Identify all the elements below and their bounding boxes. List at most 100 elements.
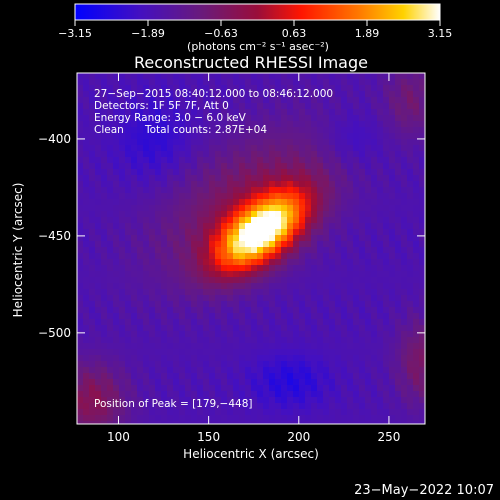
heatmap-cell: [347, 133, 354, 140]
heatmap-cell: [173, 115, 180, 122]
heatmap-cell: [101, 415, 108, 422]
heatmap-cell: [407, 403, 414, 410]
heatmap-cell: [269, 163, 276, 170]
heatmap-cell: [263, 109, 270, 116]
heatmap-cell: [395, 283, 402, 290]
heatmap-cell: [215, 73, 222, 80]
heatmap-cell: [299, 97, 306, 104]
heatmap-cell: [395, 349, 402, 356]
heatmap-cell: [269, 205, 276, 212]
heatmap-cell: [359, 187, 366, 194]
heatmap-cell: [359, 151, 366, 158]
heatmap-cell: [167, 367, 174, 374]
heatmap-cell: [347, 97, 354, 104]
heatmap-cell: [377, 259, 384, 266]
heatmap-cell: [365, 223, 372, 230]
heatmap-cell: [335, 187, 342, 194]
heatmap-cell: [413, 169, 420, 176]
heatmap-cell: [419, 79, 425, 86]
heatmap-cell: [263, 271, 270, 278]
heatmap-cell: [383, 379, 390, 386]
heatmap-cell: [299, 127, 306, 134]
heatmap-cell: [167, 235, 174, 242]
heatmap-cell: [173, 337, 180, 344]
heatmap-cell: [413, 373, 420, 380]
heatmap-cell: [185, 187, 192, 194]
heatmap-cell: [239, 301, 246, 308]
heatmap-cell: [257, 409, 264, 416]
heatmap-cell: [317, 385, 324, 392]
heatmap-cell: [383, 133, 390, 140]
heatmap-cell: [161, 97, 168, 104]
heatmap-cell: [155, 169, 162, 176]
heatmap-cell: [419, 319, 425, 326]
heatmap-cell: [107, 157, 114, 164]
heatmap-cell: [377, 397, 384, 404]
heatmap-cell: [221, 385, 228, 392]
heatmap-cell: [143, 151, 150, 158]
heatmap-cell: [317, 193, 324, 200]
heatmap-cell: [341, 187, 348, 194]
heatmap-cell: [275, 193, 282, 200]
heatmap-cell: [413, 379, 420, 386]
heatmap-cell: [101, 133, 108, 140]
heatmap-cell: [371, 115, 378, 122]
heatmap-cell: [161, 91, 168, 98]
heatmap-cell: [371, 397, 378, 404]
heatmap-cell: [281, 115, 288, 122]
heatmap-cell: [95, 115, 102, 122]
heatmap-cell: [89, 145, 96, 152]
heatmap-cell: [83, 361, 90, 368]
heatmap-cell: [377, 403, 384, 410]
heatmap-cell: [395, 169, 402, 176]
heatmap-cell: [95, 127, 102, 134]
heatmap-cell: [215, 145, 222, 152]
heatmap-cell: [311, 409, 318, 416]
heatmap-cell: [143, 91, 150, 98]
heatmap-cell: [371, 73, 378, 80]
heatmap-cell: [221, 337, 228, 344]
heatmap-cell: [143, 211, 150, 218]
heatmap-cell: [167, 151, 174, 158]
heatmap-cell: [329, 319, 336, 326]
heatmap-cell: [263, 373, 270, 380]
heatmap-cell: [149, 217, 156, 224]
heatmap-cell: [113, 223, 120, 230]
heatmap-cell: [227, 115, 234, 122]
heatmap-cell: [317, 151, 324, 158]
heatmap-cell: [209, 415, 216, 422]
heatmap-cell: [221, 403, 228, 410]
heatmap-cell: [347, 343, 354, 350]
heatmap-cell: [161, 109, 168, 116]
heatmap-cell: [197, 205, 204, 212]
heatmap-cell: [203, 145, 210, 152]
heatmap-cell: [317, 379, 324, 386]
heatmap-cell: [269, 319, 276, 326]
heatmap-cell: [143, 295, 150, 302]
heatmap-cell: [173, 187, 180, 194]
heatmap-cell: [77, 115, 84, 122]
heatmap-cell: [365, 139, 372, 146]
heatmap-cell: [395, 259, 402, 266]
heatmap-cell: [329, 145, 336, 152]
heatmap-cell: [305, 367, 312, 374]
heatmap-cell: [149, 91, 156, 98]
heatmap-cell: [149, 109, 156, 116]
heatmap-cell: [185, 169, 192, 176]
heatmap-cell: [77, 85, 84, 92]
heatmap-cell: [233, 103, 240, 110]
heatmap-cell: [335, 319, 342, 326]
heatmap-cell: [101, 175, 108, 182]
heatmap-cell: [251, 205, 258, 212]
heatmap-cell: [353, 211, 360, 218]
heatmap-cell: [263, 151, 270, 158]
heatmap-cell: [293, 313, 300, 320]
heatmap-cell: [335, 289, 342, 296]
heatmap-cell: [281, 85, 288, 92]
heatmap-cell: [137, 103, 144, 110]
heatmap-cell: [125, 397, 132, 404]
heatmap-cell: [137, 109, 144, 116]
heatmap-cell: [83, 223, 90, 230]
heatmap-cell: [419, 187, 425, 194]
heatmap-cell: [125, 151, 132, 158]
